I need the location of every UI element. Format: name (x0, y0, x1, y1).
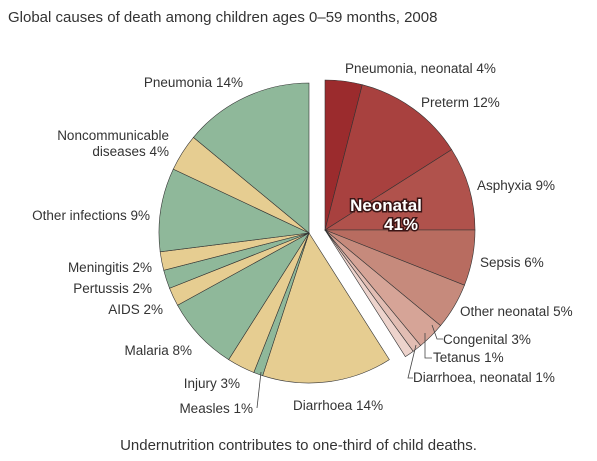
annotation-label: Neonatal (350, 196, 422, 215)
leader-line (407, 344, 417, 379)
pie-slice (193, 82, 310, 234)
pie-slice (158, 168, 311, 253)
category-name: Other infections (32, 208, 127, 223)
footnote: Undernutrition contributes to one-third … (120, 437, 477, 454)
annotation-value: 41% (384, 215, 418, 234)
slice-label: Tetanus 1% (433, 350, 504, 366)
slice-label: AIDS 2% (108, 302, 163, 318)
pie-slice (262, 232, 390, 384)
slice-label: Diarrhoea, neonatal 1% (413, 370, 555, 386)
category-name: AIDS (108, 302, 140, 317)
value-label: 2% (132, 281, 152, 296)
leader-line (431, 324, 443, 340)
slice-label: Meningitis 2% (68, 260, 152, 276)
pie-slice (323, 149, 476, 231)
value-label: 3% (511, 332, 531, 347)
category-name: Noncommunicable diseases (57, 128, 169, 159)
slice-label: Pneumonia 14% (144, 75, 243, 91)
chart-title: Global causes of death among children ag… (8, 9, 438, 26)
value-label: 1% (535, 370, 555, 385)
pie-slice (324, 84, 453, 231)
category-name: Diarrhoea, neonatal (413, 370, 532, 385)
value-label: 5% (553, 304, 573, 319)
value-label: 4% (149, 144, 169, 159)
slice-label: Preterm 12% (421, 95, 500, 111)
slice-label: Measles 1% (179, 401, 253, 417)
category-name: Measles (179, 401, 230, 416)
leader-line (424, 333, 432, 359)
value-label: 14% (215, 75, 243, 90)
category-name: Pneumonia, neonatal (345, 61, 473, 76)
slice-label: Malaria 8% (124, 343, 192, 359)
slice-label: Other infections 9% (32, 208, 150, 224)
value-label: 8% (172, 343, 192, 358)
slice-label: Sepsis 6% (480, 255, 544, 271)
value-label: 12% (472, 95, 500, 110)
category-name: Sepsis (480, 255, 521, 270)
value-label: 9% (535, 178, 556, 193)
slice-label: Pertussis 2% (73, 281, 152, 297)
category-name: Tetanus (433, 350, 481, 365)
category-name: Injury (183, 376, 217, 391)
category-name: Other neonatal (460, 304, 550, 319)
slice-label: Other neonatal 5% (460, 304, 573, 320)
value-label: 2% (132, 260, 152, 275)
category-name: Asphyxia (477, 178, 532, 193)
value-label: 1% (233, 401, 253, 416)
category-name: Pertussis (73, 281, 129, 296)
slice-label: Noncommunicable diseases 4% (39, 128, 169, 160)
slice-label: Pneumonia, neonatal 4% (345, 61, 496, 77)
category-name: Pneumonia (143, 75, 213, 90)
value-label: 2% (143, 302, 163, 317)
value-label: 1% (484, 350, 504, 365)
value-label: 9% (130, 208, 150, 223)
slice-label: Diarrhoea 14% (293, 398, 383, 414)
value-label: 4% (476, 61, 496, 76)
slice-label: Asphyxia 9% (477, 178, 555, 194)
category-name: Congenital (443, 332, 508, 347)
slice-label: Congenital 3% (443, 332, 531, 348)
category-name: Meningitis (67, 260, 129, 275)
value-label: 3% (220, 376, 240, 391)
category-name: Preterm (421, 95, 470, 110)
category-name: Malaria (124, 343, 169, 358)
category-name: Diarrhoea (293, 398, 353, 413)
value-label: 14% (356, 398, 384, 413)
value-label: 6% (524, 255, 544, 270)
slice-label: Injury 3% (184, 376, 240, 392)
pie-slice (324, 229, 414, 358)
leader-line (256, 371, 262, 409)
